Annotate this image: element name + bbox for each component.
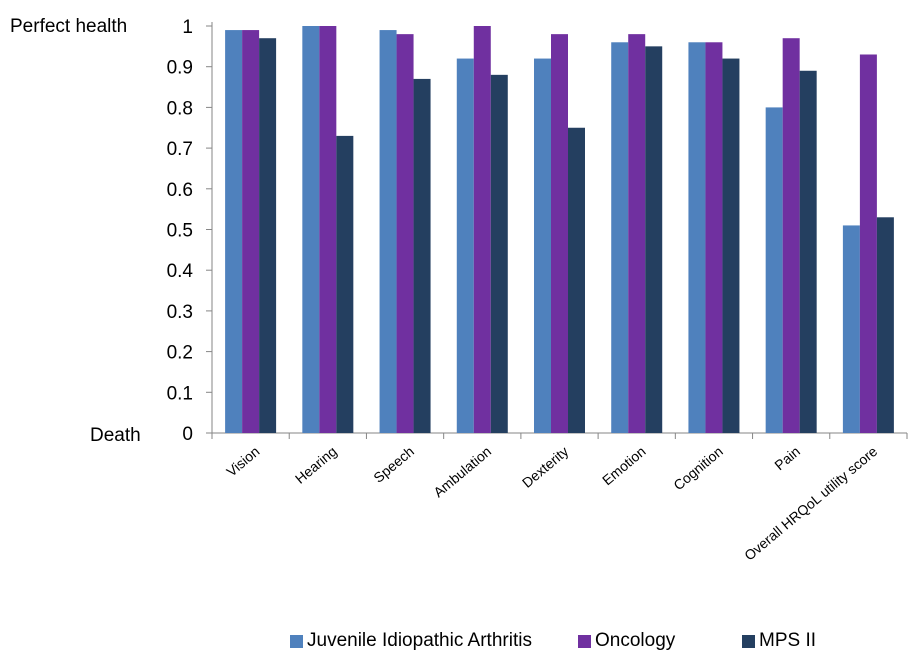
bar [628, 34, 646, 433]
legend-label-jia: Juvenile Idiopathic Arthritis [307, 630, 532, 651]
bar [551, 34, 568, 433]
legend: Juvenile Idiopathic Arthritis Oncology M… [0, 630, 909, 652]
x-tick-label: Vision [223, 443, 262, 480]
bar [456, 58, 474, 434]
bar [490, 74, 508, 433]
bar-chart: 0 0.1 0.2 0.3 0.4 0.5 0.6 0.7 0.8 0.9 1 Vision Hear… [10, 16, 908, 564]
y-bottom-annotation: Death [90, 425, 141, 446]
x-tick-label: Pain [771, 443, 803, 473]
legend-item-mps: MPS II [742, 630, 816, 652]
y-tick-label: 1 [182, 17, 193, 38]
x-tick-label: Ambulation [430, 443, 494, 500]
bar [473, 26, 491, 433]
y-tick-label: 0.9 [167, 58, 193, 79]
x-tick-label: Cognition [670, 443, 726, 493]
bar [688, 42, 706, 433]
bar [799, 70, 817, 434]
x-tick-label: Emotion [599, 443, 649, 488]
bar [722, 58, 740, 434]
bar [765, 107, 783, 434]
bar [413, 78, 431, 433]
y-tick-label: 0.3 [167, 302, 193, 323]
y-tick-label: 0.6 [167, 180, 193, 201]
bar [259, 38, 277, 434]
bars [225, 26, 894, 434]
x-tick-label: Speech [370, 443, 417, 486]
x-tick-labels: Vision Hearing Speech Ambulation Dexterity Em… [223, 443, 880, 564]
bar [782, 38, 800, 434]
legend-swatch-jia [290, 634, 303, 648]
legend-swatch-oncology [578, 634, 591, 648]
x-tick-label: Overall HRQoL utility score [741, 443, 880, 564]
y-top-annotation: Perfect health [10, 16, 127, 37]
bar [302, 26, 320, 433]
bar [645, 46, 663, 433]
legend-label-mps: MPS II [759, 630, 817, 651]
y-tick-label: 0.4 [167, 261, 194, 282]
bar [876, 217, 894, 433]
bar [568, 127, 585, 433]
legend-item-oncology: Oncology [578, 630, 675, 652]
legend-label-oncology: Oncology [595, 630, 676, 651]
bar [225, 30, 243, 433]
bar [379, 30, 397, 433]
bar [705, 42, 723, 433]
y-tick-label: 0.8 [167, 98, 193, 119]
x-tick-label: Hearing [292, 443, 340, 487]
bar [534, 58, 551, 434]
y-tick-label: 0.2 [167, 343, 193, 364]
bar [319, 26, 337, 433]
bar [396, 34, 414, 433]
legend-item-jia: Juvenile Idiopathic Arthritis [290, 630, 532, 652]
bar [859, 54, 877, 434]
bar [611, 42, 629, 433]
bar [336, 135, 354, 433]
y-tick-label: 0.1 [167, 383, 193, 404]
y-tick-label: 0 [182, 424, 193, 445]
y-tick-label: 0.7 [167, 139, 193, 160]
legend-swatch-mps [742, 634, 755, 648]
bar [242, 30, 260, 433]
y-tick-labels: 0 0.1 0.2 0.3 0.4 0.5 0.6 0.7 0.8 0.9 1 [167, 17, 194, 445]
bar [842, 225, 860, 433]
y-tick-label: 0.5 [167, 221, 193, 242]
x-tick-label: Dexterity [519, 443, 572, 491]
